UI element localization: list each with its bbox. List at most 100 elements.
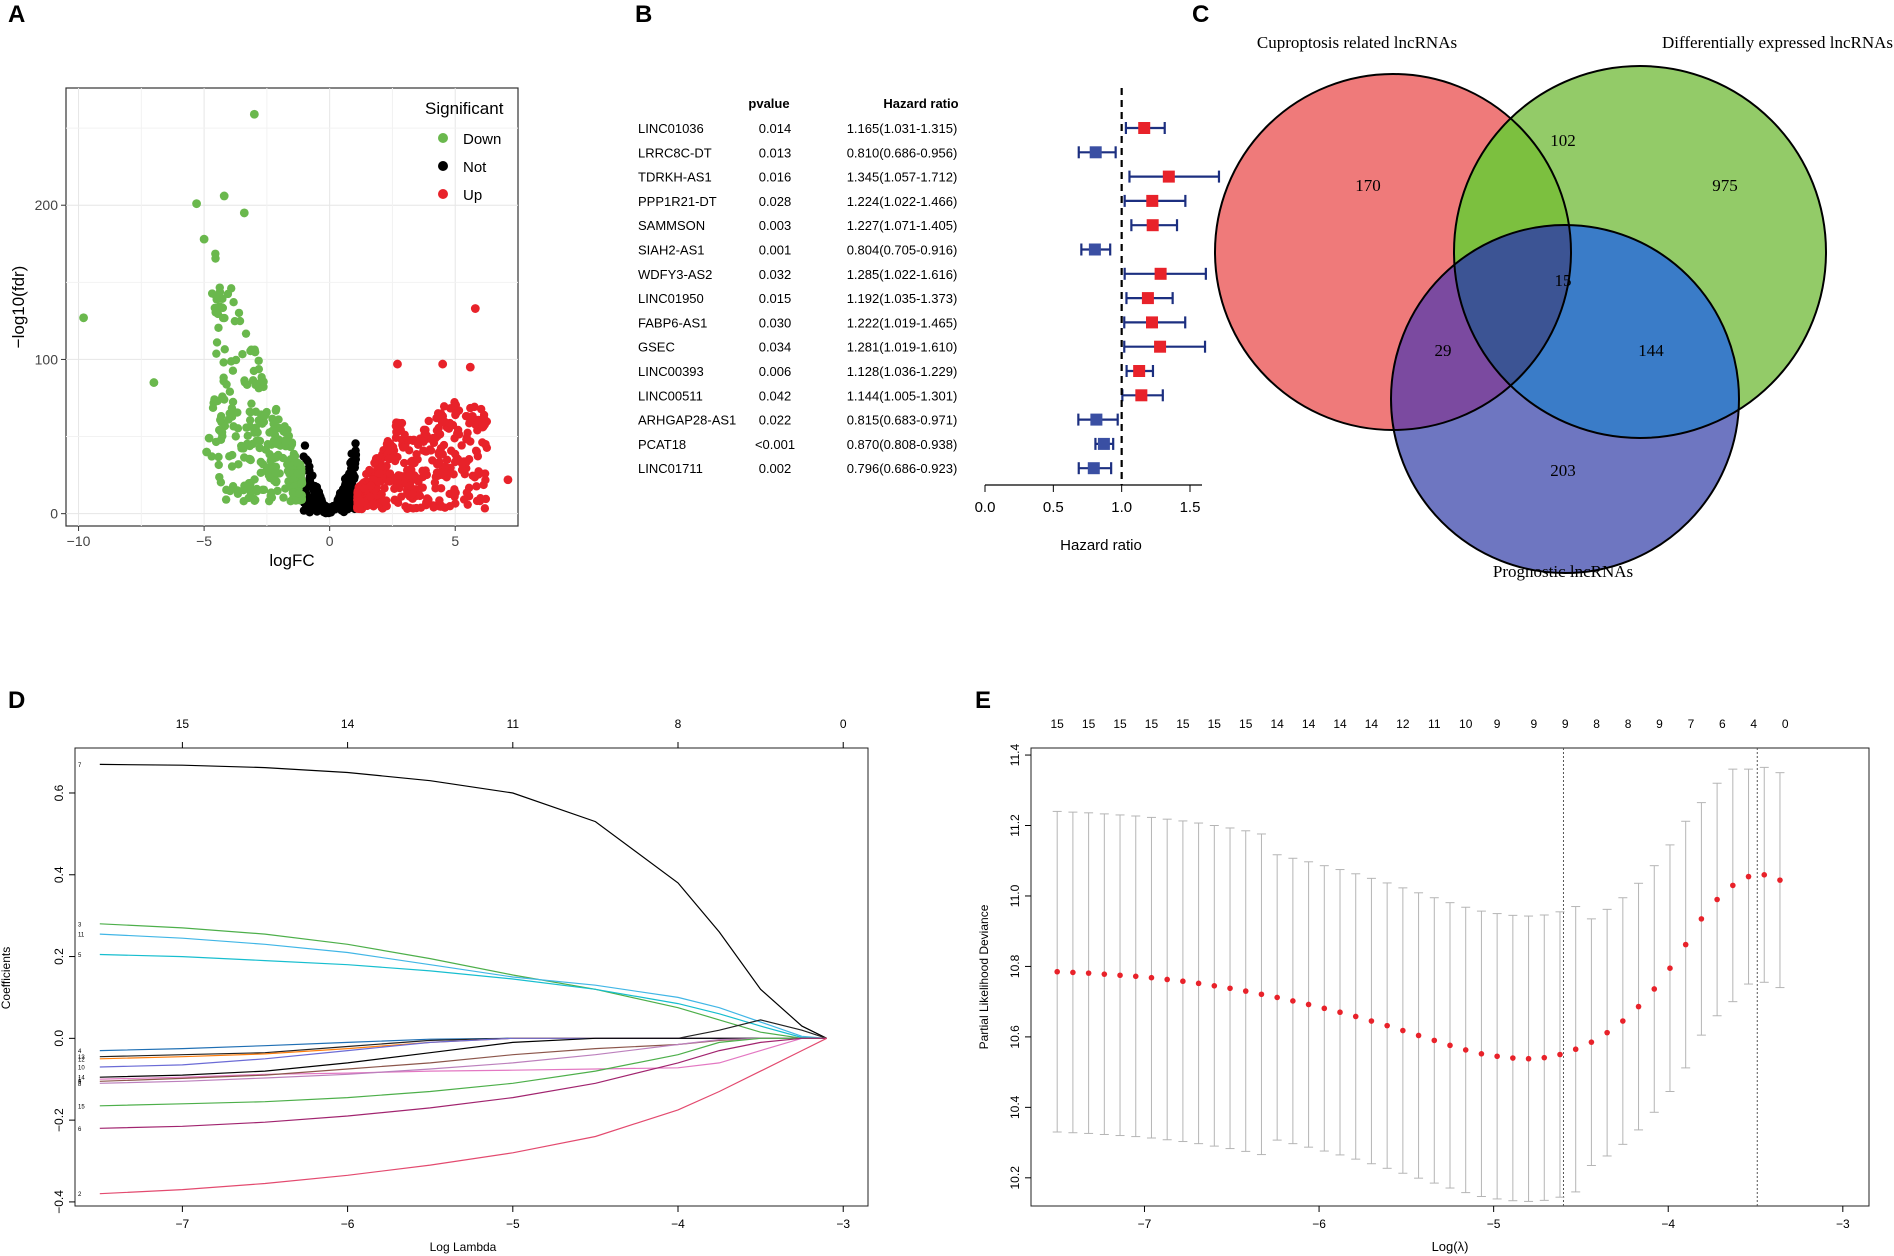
coefficient-path xyxy=(99,1037,827,1107)
hr-point-estimate xyxy=(1154,340,1167,353)
hr-point-estimate xyxy=(1088,243,1101,256)
point-down xyxy=(259,485,269,494)
point-down xyxy=(217,303,227,312)
hr-point-estimate xyxy=(1133,365,1146,377)
gene-name: LINC01950 xyxy=(638,291,704,306)
point-up xyxy=(380,497,389,506)
venn-count-diff-prog: 144 xyxy=(1638,341,1664,360)
mean-point xyxy=(1682,941,1689,948)
point-down xyxy=(219,191,229,201)
hazard-ratio-text: 0.804(0.705-0.916) xyxy=(847,243,958,258)
y-tick-label: −0.4 xyxy=(52,1190,66,1214)
point-down xyxy=(263,439,273,449)
gene-name: PPP1R21-DT xyxy=(638,194,717,209)
point-down xyxy=(246,478,255,488)
path-index-label: 7 xyxy=(78,763,82,769)
mean-point xyxy=(1290,998,1296,1004)
point-down xyxy=(216,415,225,425)
forest-row: TDRKH-AS1 0.016 1.345(1.057-1.712) xyxy=(638,170,1221,185)
path-index-label: 9 xyxy=(78,1080,82,1086)
point-up xyxy=(408,489,417,499)
y-tick-label: 11.4 xyxy=(1008,743,1022,766)
top-tick-label: 15 xyxy=(176,717,190,731)
cv-plot-frame xyxy=(1030,747,1870,1207)
top-tick-label: 15 xyxy=(1082,717,1096,731)
hazard-ratio-text: 1.227(1.071-1.405) xyxy=(847,218,958,233)
forest-row: ARHGAP28-AS1 0.022 0.815(0.683-0.971) xyxy=(638,413,1119,428)
panel-label-e: E xyxy=(975,687,991,714)
point-up xyxy=(474,470,483,479)
forest-row: LINC00393 0.006 1.128(1.036-1.229) xyxy=(638,364,1155,379)
point-up xyxy=(439,402,449,411)
gene-name: LINC00393 xyxy=(638,364,704,379)
point-up xyxy=(450,449,460,459)
hr-point-estimate xyxy=(1146,219,1159,232)
point-down xyxy=(228,366,238,375)
hazard-ratio-text: 1.285(1.022-1.616) xyxy=(847,267,958,282)
venn-label-differential: Differentially expressed lncRNAs xyxy=(1662,33,1893,52)
point-up xyxy=(435,496,444,505)
mean-point xyxy=(1651,986,1658,992)
point-up xyxy=(438,359,448,369)
point-down xyxy=(208,403,218,413)
y-tick-label: 10.6 xyxy=(1008,1025,1022,1049)
point-down xyxy=(249,366,259,376)
gene-name: LINC01036 xyxy=(638,121,704,136)
hazard-ratio-header: Hazard ratio xyxy=(883,96,958,111)
forest-x-axis-label: Hazard ratio xyxy=(1060,537,1142,554)
point-down xyxy=(254,436,263,445)
point-down xyxy=(259,377,268,386)
panel-label-b: B xyxy=(635,1,652,28)
top-tick-label: 9 xyxy=(1656,717,1663,731)
point-down xyxy=(228,450,237,460)
mean-point xyxy=(1588,1039,1595,1045)
top-tick-label: 15 xyxy=(1176,717,1190,731)
x-tick-label: −7 xyxy=(1138,1217,1152,1231)
point-down xyxy=(242,423,251,432)
hazard-ratio-text: 1.192(1.035-1.373) xyxy=(847,291,958,306)
mean-point xyxy=(1274,994,1280,1001)
x-tick-label: −6 xyxy=(341,1217,355,1231)
mean-point xyxy=(1384,1022,1390,1029)
point-up xyxy=(462,488,472,497)
top-tick-label: 0 xyxy=(840,717,847,731)
point-down xyxy=(266,456,276,465)
point-up xyxy=(475,496,485,506)
forest-row: LINC01036 0.014 1.165(1.031-1.315) xyxy=(638,121,1166,136)
point-up xyxy=(415,490,424,500)
point-down xyxy=(202,447,212,457)
p-value: 0.028 xyxy=(759,194,792,209)
cv-y-axis-label: Partial Likelihood Deviance xyxy=(977,904,991,1049)
mean-point xyxy=(1431,1037,1438,1044)
mean-point xyxy=(1337,1009,1343,1016)
mean-point xyxy=(1510,1055,1516,1061)
point-down xyxy=(264,471,274,480)
path-index-label: 3 xyxy=(78,922,82,928)
venn-label-prognostic: Prognostic lncRNAs xyxy=(1493,562,1633,581)
point-down xyxy=(296,479,306,489)
point-up xyxy=(428,456,437,465)
point-down xyxy=(280,422,289,431)
point-down xyxy=(265,450,274,459)
hr-point-estimate xyxy=(1146,194,1159,207)
point-down xyxy=(241,329,251,338)
point-up xyxy=(366,481,375,490)
point-down xyxy=(217,428,227,437)
point-down xyxy=(250,347,260,357)
point-down xyxy=(242,380,252,389)
volcano-y-axis-label: −log10(fdr) xyxy=(9,266,28,349)
lasso-y-axis-label: Coefficients xyxy=(0,947,13,1009)
top-tick-label: 15 xyxy=(1145,717,1159,731)
point-up xyxy=(503,475,513,485)
point-down xyxy=(220,345,229,354)
gene-name: ARHGAP28-AS1 xyxy=(638,413,736,428)
hr-point-estimate xyxy=(1090,413,1103,426)
point-down xyxy=(214,460,223,470)
point-up xyxy=(480,504,490,513)
y-tick-label: 10.8 xyxy=(1008,954,1022,978)
point-down xyxy=(270,417,280,426)
x-tick-label: −7 xyxy=(176,1217,190,1231)
point-down xyxy=(256,457,266,467)
hazard-ratio-text: 1.144(1.005-1.301) xyxy=(847,388,958,403)
venn-outline-prognostic xyxy=(1390,224,1740,574)
